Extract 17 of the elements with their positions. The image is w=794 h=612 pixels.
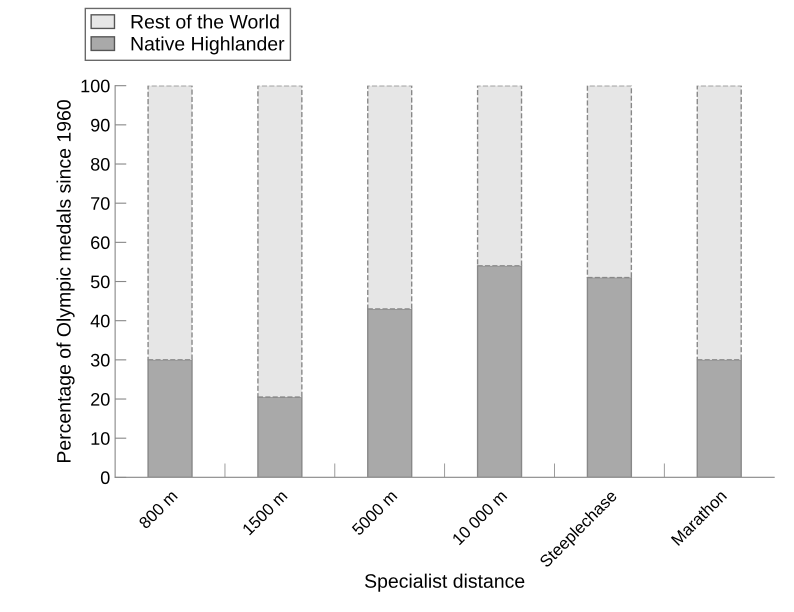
y-tick-label: 90	[91, 118, 110, 132]
legend-label: Native Highlander	[132, 36, 284, 54]
x-tick-label: 10 000 m	[452, 490, 508, 546]
y-axis-title: Percentage of Olympic medals since 1960	[56, 100, 75, 462]
y-tick-label: 20	[91, 392, 110, 406]
y-tick-label: 70	[91, 197, 110, 210]
legend-label: Rest of the World	[132, 14, 279, 29]
y-tick-label: 40	[90, 314, 110, 328]
y-tick-label: 30	[90, 354, 110, 367]
y-tick-label: 100	[82, 80, 110, 92]
x-tick-label: 800 m	[138, 490, 178, 530]
y-tick-label: 60	[91, 236, 110, 250]
y-tick-label: 10	[92, 432, 110, 445]
y-tick-label: 0	[100, 471, 110, 484]
y-tick-label: 50	[90, 275, 110, 288]
x-axis-title: Specialist distance	[365, 574, 524, 592]
y-tick-label: 80	[90, 158, 110, 171]
